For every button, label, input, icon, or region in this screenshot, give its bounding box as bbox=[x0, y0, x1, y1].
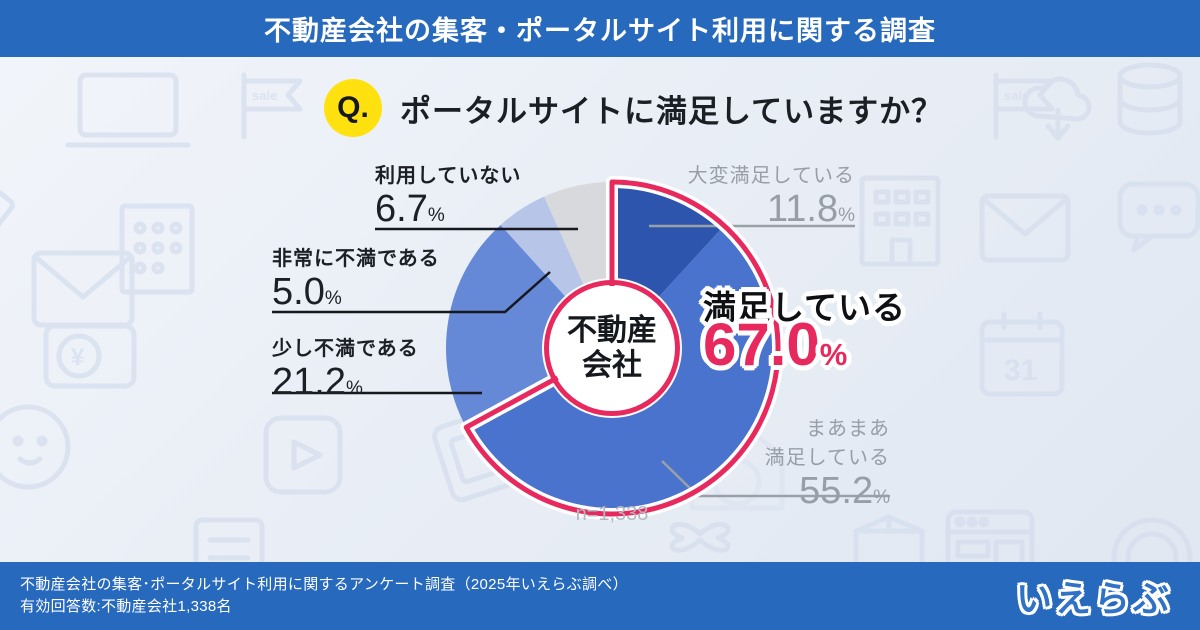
leader-line-1 bbox=[272, 271, 551, 314]
calendar-icon: 31 bbox=[979, 311, 1065, 397]
label-not-using-text: 利用していない bbox=[375, 165, 522, 187]
highlight-value-unit: % bbox=[819, 337, 848, 372]
label-very-satisfied-text: 大変満足している bbox=[687, 165, 855, 187]
speech-bubble-icon bbox=[1117, 181, 1200, 253]
cloud-download-icon bbox=[1022, 76, 1092, 141]
sale-flag-right-icon: sale bbox=[993, 72, 1055, 140]
building-right-icon bbox=[859, 175, 941, 267]
envelope-right-icon bbox=[979, 193, 1071, 263]
label-not-using-unit: % bbox=[427, 205, 445, 226]
label-very-satisfied-value: 11.8 bbox=[766, 188, 839, 230]
question-heading: Q. ポータルサイトに満足していますか？ bbox=[324, 79, 943, 137]
ielove-logo: いえらぶ bbox=[1015, 578, 1172, 619]
donut-segment-2 bbox=[446, 224, 612, 428]
label-fairly-satisfied-value: 55.2 bbox=[799, 470, 874, 512]
svg-text:31: 31 bbox=[1004, 354, 1037, 387]
gift-icon bbox=[669, 521, 731, 553]
label-not-using-value: 6.7 bbox=[375, 188, 428, 230]
play-button-icon bbox=[263, 415, 343, 495]
label-very-dissatisfied: 非常に不満である 5.0% bbox=[272, 242, 440, 314]
bottom-bar: 不動産会社の集客･ポータルサイト利用に関するアンケート調査（2025年いえらぶ調… bbox=[0, 562, 1200, 630]
footer-line2: 有効回答数:不動産会社1,338名 bbox=[20, 598, 232, 615]
label-very-dissatisfied-unit: % bbox=[324, 288, 342, 309]
label-fairly-satisfied-unit: % bbox=[873, 487, 890, 508]
label-fairly-satisfied-line2: 満足している bbox=[764, 447, 890, 469]
highlight-value: 67.0% bbox=[703, 315, 847, 375]
footer-line1: 不動産会社の集客･ポータルサイト利用に関するアンケート調査（2025年いえらぶ調… bbox=[20, 576, 628, 594]
label-very-satisfied-unit: % bbox=[838, 205, 855, 226]
building-icon bbox=[119, 203, 195, 295]
top-banner: 不動産会社の集客・ポータルサイト利用に関する調査 bbox=[0, 0, 1200, 57]
label-slightly-dissatisfied: 少し不満である 21.2% bbox=[272, 332, 419, 404]
highlight-value-number: 67.0 bbox=[703, 311, 820, 378]
database-icon bbox=[1117, 62, 1183, 136]
q-badge: Q. bbox=[324, 79, 382, 137]
ruler-icon bbox=[0, 181, 15, 293]
label-fairly-satisfied: まあまあ 満足している 55.2% bbox=[640, 412, 890, 513]
mascot-icon bbox=[0, 404, 71, 490]
money-icon: ¥ bbox=[43, 323, 137, 389]
highlight-label: 満足している bbox=[703, 289, 907, 326]
label-not-using: 利用していない 6.7% bbox=[375, 159, 521, 231]
center-label-line2: 会社 bbox=[582, 348, 642, 382]
center-label-line1: 不動産 bbox=[567, 314, 657, 347]
sample-size-label: n=1,338 bbox=[575, 503, 649, 525]
label-very-dissatisfied-text: 非常に不満である bbox=[272, 248, 440, 270]
question-text: ポータルサイトに満足していますか？ bbox=[400, 93, 944, 129]
label-fairly-satisfied-line1: まあまあ bbox=[806, 418, 890, 440]
footer-text: 不動産会社の集客･ポータルサイト利用に関するアンケート調査（2025年いえらぶ調… bbox=[20, 574, 628, 618]
label-very-satisfied: 大変満足している 11.8% bbox=[605, 159, 855, 231]
sale-flag-icon: sale bbox=[241, 72, 303, 140]
label-slightly-dissatisfied-unit: % bbox=[345, 378, 363, 399]
label-slightly-dissatisfied-text: 少し不満である bbox=[272, 338, 419, 360]
laptop-icon bbox=[65, 72, 191, 148]
svg-text:sale: sale bbox=[252, 88, 277, 103]
label-slightly-dissatisfied-value: 21.2 bbox=[272, 361, 346, 403]
label-very-dissatisfied-value: 5.0 bbox=[272, 271, 325, 313]
donut-center-label: 不動産 会社 bbox=[512, 314, 712, 383]
svg-text:¥: ¥ bbox=[71, 344, 85, 371]
highlight-outline bbox=[463, 179, 781, 517]
banner-title: 不動産会社の集客・ポータルサイト利用に関する調査 bbox=[264, 16, 936, 46]
